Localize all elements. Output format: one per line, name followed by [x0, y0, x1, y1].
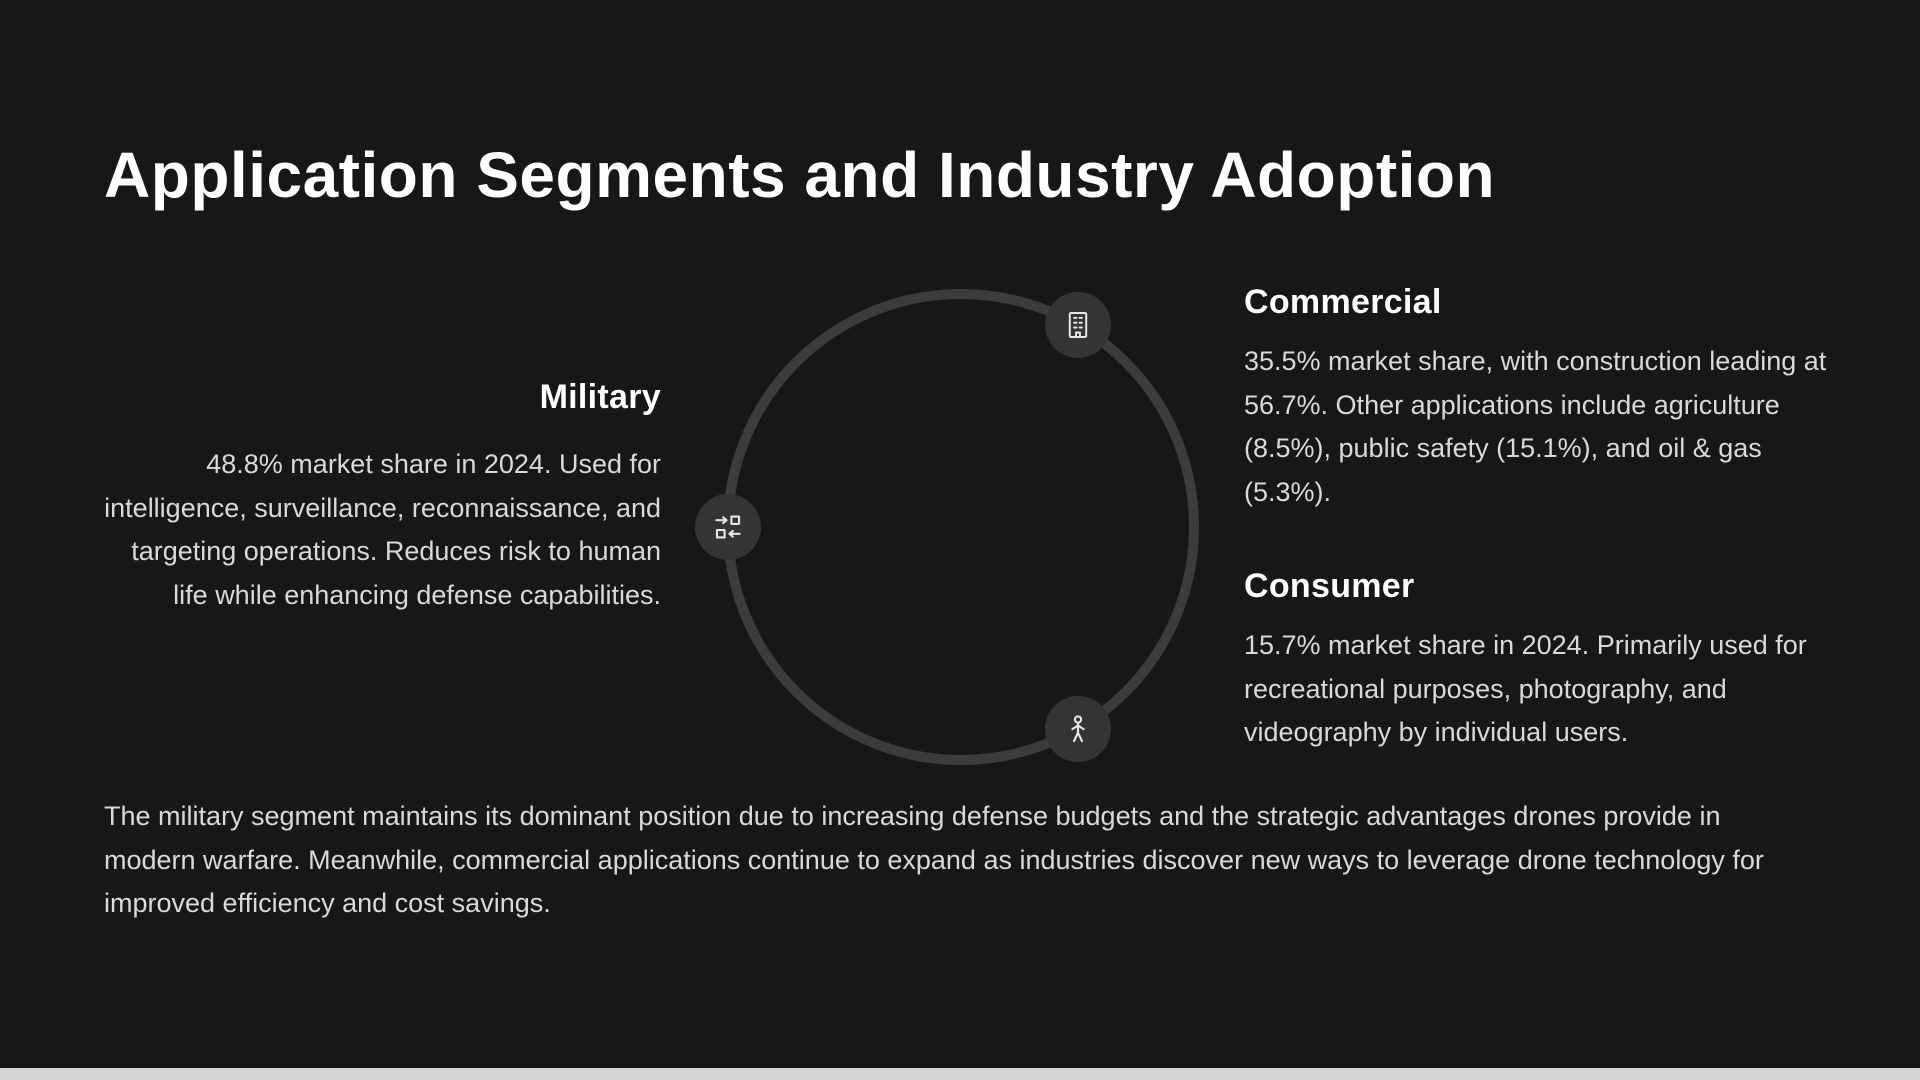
commercial-description: 35.5% market share, with construction le… — [1244, 346, 1827, 508]
right-segments-column: Commercial 35.5% market share, with cons… — [1244, 283, 1828, 755]
segment-ring — [723, 289, 1199, 765]
person-icon — [1061, 712, 1095, 746]
consumer-node — [1045, 696, 1111, 762]
commercial-node — [1045, 292, 1111, 358]
consumer-description: 15.7% market share in 2024. Primarily us… — [1244, 629, 1807, 748]
page-title: Application Segments and Industry Adopti… — [104, 139, 1496, 211]
building-icon — [1061, 308, 1095, 342]
military-heading: Military — [539, 378, 661, 416]
military-node — [695, 494, 761, 560]
military-segment-block: Military 48.8% market share in 2024. Use… — [104, 378, 661, 618]
consumer-heading: Consumer — [1244, 566, 1415, 605]
commercial-heading: Commercial — [1244, 283, 1442, 321]
summary-paragraph: The military segment maintains its domin… — [104, 801, 1764, 919]
military-arrows-icon — [711, 510, 745, 544]
next-section-edge — [0, 1068, 1920, 1080]
military-description: 48.8% market share in 2024. Used for int… — [104, 449, 661, 611]
